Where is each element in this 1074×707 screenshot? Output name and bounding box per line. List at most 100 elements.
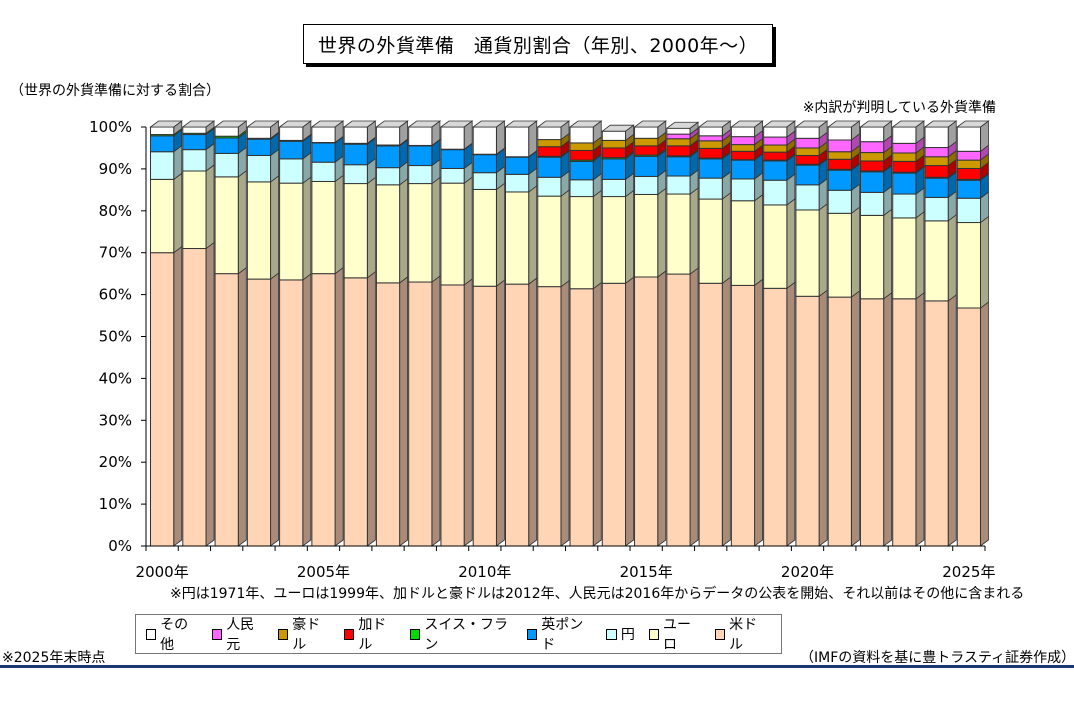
bar-segment-side — [431, 176, 441, 283]
bar-segment — [827, 126, 852, 141]
bar-segment — [924, 196, 949, 222]
legend-swatch — [648, 628, 660, 640]
bar-segment — [859, 171, 885, 193]
bar-segment — [730, 200, 756, 286]
bar-top-face — [601, 124, 635, 132]
bar-segment-side — [689, 267, 699, 547]
legend-label: 豪ドル — [292, 617, 321, 653]
bar-segment-side — [334, 266, 344, 547]
bar-segment — [182, 134, 207, 151]
bar-segment-side — [754, 278, 763, 547]
bar-top-face — [697, 120, 732, 128]
y-tick-label: 30% — [99, 411, 132, 429]
bar-top-face — [923, 120, 958, 128]
bar-stack — [601, 124, 635, 547]
bar-top-face — [762, 120, 797, 128]
bar-segment — [666, 156, 691, 177]
y-tick-label: 0% — [108, 537, 132, 555]
bar-segment-side — [399, 276, 409, 547]
bar-segment — [634, 175, 659, 195]
bar-segment-side — [818, 203, 828, 298]
x-tick-label: 2015年 — [620, 563, 673, 581]
legend-label: 人民元 — [226, 617, 255, 653]
bar-top-face — [407, 120, 442, 128]
bar-segment — [311, 273, 336, 547]
bar-segment — [408, 165, 433, 185]
x-tick-label: 2005年 — [297, 563, 350, 581]
bar-segment — [859, 152, 885, 162]
bar-segment — [440, 149, 465, 169]
bar-segment — [504, 173, 530, 193]
bar-top-face — [342, 120, 377, 128]
legend-swatch — [212, 628, 223, 640]
x-axis: 2000年 2005年 2010年 2015年 2020年 2025年 — [136, 545, 995, 581]
legend-item-eur: ユーロ — [648, 614, 701, 654]
bar-segment — [246, 278, 272, 547]
bar-segment — [246, 181, 272, 280]
legend: その他 人民元 豪ドル 加ドル スイス・フラン 英ポンド 円 ユーロ 米ドル — [135, 614, 782, 654]
legend-item-other: その他 — [146, 614, 198, 654]
bar-segment — [182, 149, 207, 172]
bar-stack — [762, 120, 797, 547]
bar-stack — [342, 120, 377, 547]
x-tick-label: 2025年 — [942, 563, 995, 581]
bar-segment — [795, 209, 820, 297]
bar-segment — [956, 222, 981, 309]
bar-segment — [666, 193, 691, 275]
bar-segment-side — [883, 291, 893, 547]
bar-segment-side — [270, 175, 279, 280]
bar-segment-side — [463, 176, 473, 286]
bar-segment — [472, 285, 497, 547]
bar-segment — [537, 195, 562, 288]
bar-segment — [634, 193, 659, 278]
bar-segment — [504, 156, 530, 175]
bar-segment-side — [657, 187, 667, 278]
bar-stack — [859, 120, 893, 547]
bar-segment — [634, 145, 659, 156]
y-tick-label: 80% — [99, 202, 132, 220]
bar-segment-side — [496, 182, 505, 288]
bar-segment — [375, 126, 401, 146]
bar-top-face — [859, 120, 893, 128]
bar-top-face — [472, 120, 506, 128]
bar-segment — [892, 172, 917, 195]
bar-segment — [601, 282, 627, 547]
legend-item-usd: 米ドル — [714, 614, 767, 654]
bar-segment — [150, 135, 175, 153]
bar-segment — [472, 172, 497, 190]
legend-swatch — [344, 628, 355, 640]
bar-segment — [827, 158, 852, 170]
bar-segment — [375, 145, 401, 169]
bar-segment — [827, 139, 852, 153]
y-tick-label: 100% — [89, 118, 132, 136]
legend-label: その他 — [160, 617, 189, 653]
bar-stack — [310, 120, 345, 547]
bar-top-face — [665, 121, 700, 129]
bar-stack — [439, 120, 474, 547]
y-tick-label: 20% — [99, 453, 132, 471]
legend-label: スイス・フラン — [424, 617, 509, 653]
bar-segment-side — [205, 241, 215, 547]
bar-top-face — [891, 120, 926, 128]
bar-segment — [214, 126, 239, 137]
bar-segment — [634, 276, 659, 547]
bar-segment — [569, 196, 594, 290]
bar-segment — [698, 177, 723, 200]
y-axis: 0% 10% 20% 30% 40% 50% 60% 70% 80% 90% 100% — [89, 118, 147, 555]
bar-segment — [182, 248, 207, 547]
bar-segment — [666, 273, 691, 547]
bar-segment — [408, 126, 433, 146]
bar-segment — [730, 284, 756, 547]
bar-segment — [472, 126, 497, 155]
bar-segment-side — [980, 215, 989, 309]
bar-stack — [891, 120, 926, 547]
bar-segment — [440, 167, 465, 184]
bar-segment — [279, 279, 304, 547]
legend-swatch — [410, 628, 421, 640]
bar-segment — [279, 182, 304, 281]
bar-segment — [730, 150, 756, 161]
bar-segment-side — [366, 271, 376, 547]
bar-segment — [504, 126, 530, 158]
bar-segment — [956, 179, 981, 199]
bar-segment — [150, 126, 175, 136]
